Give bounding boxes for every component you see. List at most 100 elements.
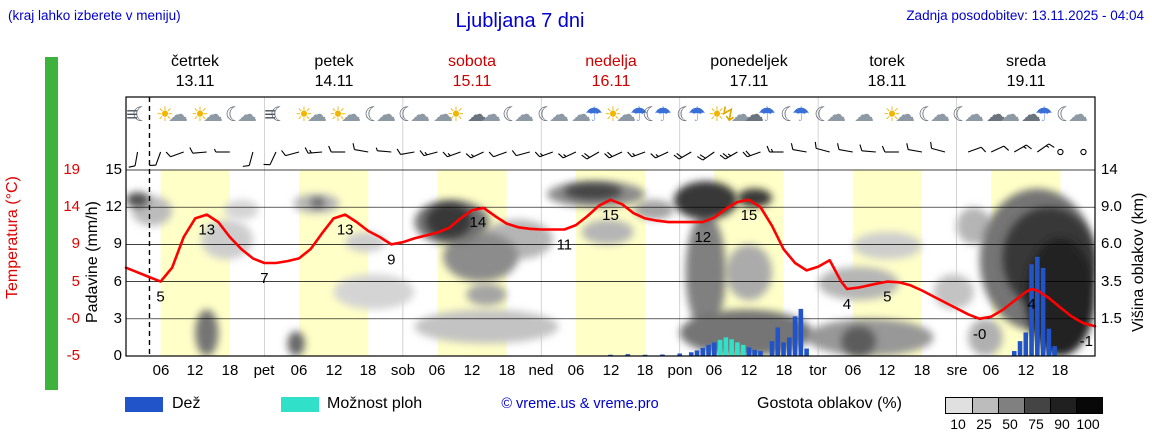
weather-glyph: ☁ (306, 104, 327, 126)
cloud-height-tick: 14 (1101, 161, 1118, 178)
weather-glyph: ☾ (676, 104, 694, 126)
weather-glyph: ☁ (202, 104, 223, 126)
weather-glyph: ☁ (1000, 104, 1020, 126)
shower-bar (740, 344, 746, 356)
copyright-link[interactable]: © vreme.us & vreme.pro (501, 396, 659, 412)
weather-glyph: ☀ (604, 104, 622, 126)
weather-icon: ☾☁ (812, 102, 848, 128)
time-tick-sob: sob (390, 362, 416, 379)
time-tick-12: 12 (602, 362, 620, 379)
weather-glyph: ☀ (191, 104, 209, 126)
weather-glyph: ☁ (894, 104, 915, 126)
cloud-blob (737, 188, 772, 208)
rain-bar (787, 337, 792, 356)
weather-glyph: ☁ (929, 104, 950, 126)
weather-icon: ≡☾ (120, 102, 156, 128)
shower-legend-label: Možnost ploh (327, 395, 423, 412)
weather-glyph: ☁ (467, 104, 487, 126)
weather-glyph: ☀ (447, 104, 465, 126)
temp-tick: 19 (63, 161, 80, 178)
wind-barb (930, 141, 946, 153)
weather-glyph: ☁ (571, 104, 592, 126)
cloud-blob (581, 219, 634, 245)
rain-bar (706, 344, 711, 356)
weather-icon: ☁☁ (985, 102, 1021, 128)
wind-barb (419, 150, 438, 157)
wind-barb (165, 151, 184, 158)
wind-barbs (128, 141, 1087, 168)
wind-barb (352, 143, 369, 153)
wind-barb (442, 151, 461, 158)
wind-barb (1013, 144, 1032, 153)
density-segment (1050, 398, 1077, 413)
weather-icon: ☾☁ (223, 102, 259, 128)
precip-tick: 6 (113, 272, 122, 290)
cloud-blob (956, 207, 992, 245)
wind-barb (511, 150, 530, 157)
weather-glyph: ☾ (398, 104, 416, 126)
density-tick-label: 50 (1002, 416, 1018, 432)
wind-barb (766, 145, 784, 153)
temp-value-label: 13 (198, 222, 215, 239)
wind-barb (189, 147, 207, 154)
rain-bar (1040, 267, 1046, 356)
rain-bar (694, 350, 700, 356)
weather-icon: ☁☁ (466, 102, 502, 128)
wind-barb (814, 141, 830, 153)
weather-glyph: ☀ (329, 104, 347, 126)
rain-bar (660, 354, 665, 356)
weather-icon: ☾☂ (777, 102, 813, 128)
wind-barb (1057, 148, 1064, 156)
rain-bar (1052, 346, 1057, 356)
wind-barb (1080, 148, 1087, 156)
weather-glyph: ☁ (744, 104, 765, 126)
time-tick-12: 12 (325, 362, 343, 379)
time-tick-06: 06 (567, 362, 585, 379)
weather-glyph: ☾ (1056, 104, 1074, 126)
cloud-density-scale-labels: 10 25 50 75 90 100 (945, 397, 1101, 432)
wind-barb (967, 146, 987, 153)
weather-glyph: ☁ (1067, 104, 1088, 126)
weather-glyph: ☾ (814, 104, 832, 126)
time-tick-06: 06 (705, 362, 723, 379)
temp-value-label: 14 (469, 214, 486, 231)
wind-barb (790, 143, 807, 153)
wind-barb (534, 151, 554, 158)
time-tick-sre: sre (946, 362, 968, 379)
wind-barb (149, 151, 162, 167)
precip-tick: 12 (105, 198, 122, 216)
wind-barb (396, 148, 415, 155)
wind-barb (881, 145, 899, 153)
last-update: Zadnja posodobitev: 13.11.2025 - 04:04 (906, 8, 1144, 23)
weather-glyph: ☀ (708, 104, 726, 126)
cloud-blob (685, 213, 726, 332)
density-tick-label: 10 (950, 416, 966, 432)
day-name: četrtek (170, 53, 219, 70)
weather-glyph: ☀ (295, 104, 313, 126)
day-name: sobota (447, 53, 497, 70)
weather-icon: ☁☀ (431, 102, 467, 128)
temp-value-label: -0 (973, 326, 986, 343)
weather-icon: ☾☂ (673, 102, 709, 128)
density-tick-label: 100 (1076, 416, 1100, 432)
temp-value-label: 5 (156, 289, 164, 306)
side-color-strip (45, 57, 58, 390)
temp-tick: 5 (71, 272, 80, 290)
rain-bar (1023, 332, 1029, 356)
weather-glyph: ☁ (513, 104, 534, 126)
precipitation-bars (608, 256, 1057, 356)
daylight-band (160, 170, 230, 356)
day-header-petek: petek 14.11 (264, 52, 404, 92)
rain-bar (712, 342, 717, 356)
plot-frame (125, 96, 1096, 357)
time-tick-12: 12 (186, 362, 204, 379)
wind-barb (304, 147, 323, 154)
weather-glyph: ☂ (629, 104, 648, 126)
shower-legend-swatch (281, 397, 319, 412)
cloud-blob (333, 274, 415, 310)
weather-icon: ☾☁ (916, 102, 952, 128)
weather-icon: ☾☁ (1054, 102, 1090, 128)
rain-bar (758, 351, 763, 356)
wind-barb (581, 151, 600, 160)
